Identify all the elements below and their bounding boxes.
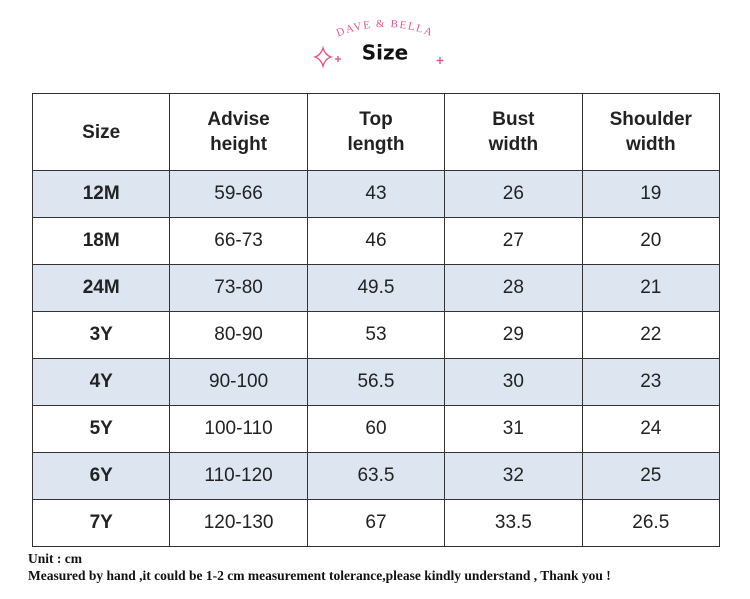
size-cell: 4Y [31, 358, 171, 406]
table-row: 5Y 100-110 60 31 24 [31, 405, 721, 453]
value-cell: 25 [581, 452, 721, 500]
column-header: Size [31, 93, 171, 171]
size-cell: 3Y [31, 311, 171, 359]
value-cell: 73-80 [169, 264, 308, 312]
value-cell: 31 [444, 405, 583, 453]
value-cell: 20 [581, 217, 721, 265]
value-cell: 56.5 [306, 358, 446, 406]
size-table: Size Advise height Top length Bust width Should… [31, 93, 721, 547]
size-cell: 6Y [31, 452, 171, 500]
header-line: length [347, 134, 405, 155]
header-line: Advise [207, 109, 270, 130]
size-cell: 24M [31, 264, 171, 312]
column-header: Advise height [169, 93, 308, 171]
header-line: width [488, 134, 539, 155]
value-cell: 27 [444, 217, 583, 265]
size-cell: 5Y [31, 405, 171, 453]
brand: DAVE & BELLA [335, 18, 435, 39]
column-header: Bust width [444, 93, 583, 171]
table-row: 12M 59-66 43 26 19 [31, 170, 721, 218]
header-line: width [625, 134, 676, 155]
value-cell: 110-120 [169, 452, 308, 500]
value-cell: 26.5 [581, 499, 721, 547]
value-cell: 100-110 [169, 405, 308, 453]
value-cell: 60 [306, 405, 446, 453]
table-row: 3Y 80-90 53 29 22 [31, 311, 721, 359]
value-cell: 24 [581, 405, 721, 453]
header: DAVE & BELLA Size [312, 18, 444, 69]
table-row: 4Y 90-100 56.5 30 23 [31, 358, 721, 406]
value-cell: 30 [444, 358, 583, 406]
value-cell: 28 [444, 264, 583, 312]
value-cell: 29 [444, 311, 583, 359]
size-cell: 12M [31, 170, 171, 218]
value-cell: 19 [581, 170, 721, 218]
header-line: Shoulder [609, 109, 692, 130]
header-line: Top [359, 109, 393, 130]
table-body: 12M 59-66 43 26 19 18M 66-73 46 27 20 24M 73-80 49.5… [31, 170, 721, 547]
unit: Unit : cm [28, 551, 82, 566]
table-row: 18M 66-73 46 27 20 [31, 217, 721, 265]
value-cell: 63.5 [306, 452, 446, 500]
column-header: Shoulder width [581, 93, 721, 171]
sparkles [312, 45, 444, 69]
value-cell: 21 [581, 264, 721, 312]
value-cell: 26 [444, 170, 583, 218]
value-cell: 66-73 [169, 217, 308, 265]
column-header: Top length [306, 93, 446, 171]
table-row: 24M 73-80 49.5 28 21 [31, 264, 721, 312]
value-cell: 46 [306, 217, 446, 265]
header-row: Size Advise height Top length Bust width Should… [31, 93, 721, 171]
brand-text: DAVE & BELLA [335, 18, 434, 39]
table-row: 7Y 120-130 67 33.5 26.5 [31, 499, 721, 547]
value-cell: 59-66 [169, 170, 308, 218]
value-cell: 53 [306, 311, 446, 359]
value-cell: 67 [306, 499, 446, 547]
size-cell: 18M [31, 217, 171, 265]
title: Size [362, 41, 408, 65]
value-cell: 32 [444, 452, 583, 500]
value-cell: 43 [306, 170, 446, 218]
value-cell: 22 [581, 311, 721, 359]
value-cell: 120-130 [169, 499, 308, 547]
value-cell: 90-100 [169, 358, 308, 406]
table-row: 6Y 110-120 63.5 32 25 [31, 452, 721, 500]
value-cell: 49.5 [306, 264, 446, 312]
value-cell: 33.5 [444, 499, 583, 547]
value-cell: 80-90 [169, 311, 308, 359]
header-line: Bust [492, 109, 535, 130]
note: Measured by hand ,it could be 1-2 cm mea… [28, 568, 611, 583]
header-line: Size [82, 121, 121, 143]
header-line: height [210, 134, 268, 155]
size-cell: 7Y [31, 499, 171, 547]
value-cell: 23 [581, 358, 721, 406]
